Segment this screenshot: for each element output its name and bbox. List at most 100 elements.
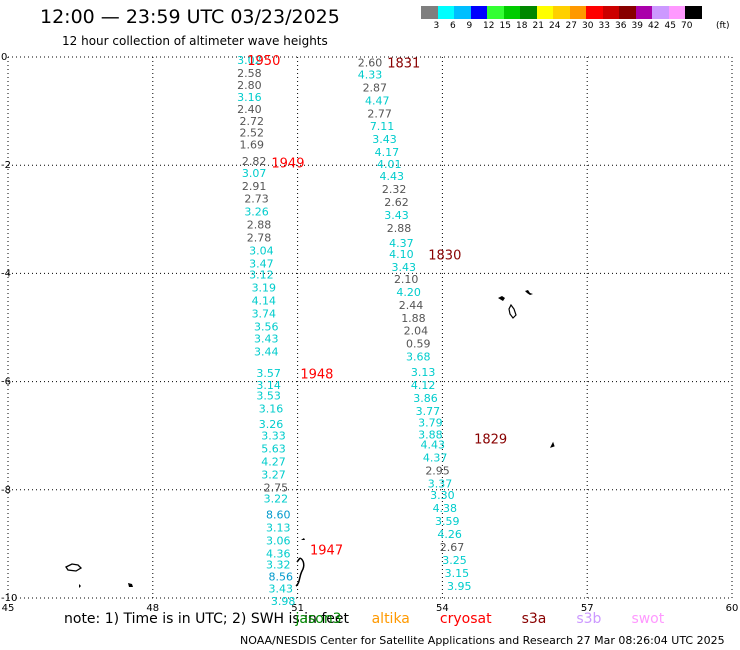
wave-height-reading: 4.01 bbox=[377, 158, 402, 171]
credit-line: NOAA/NESDIS Center for Satellite Applica… bbox=[240, 634, 725, 647]
lon-tick-label: 48 bbox=[146, 603, 159, 614]
pass-time-label: 1948 bbox=[300, 367, 333, 382]
wave-height-reading: 5.63 bbox=[261, 443, 286, 456]
island-shape bbox=[65, 563, 83, 572]
legend-label: 70 bbox=[681, 21, 693, 31]
wave-height-reading: 0.59 bbox=[406, 338, 431, 351]
wave-height-reading: 3.56 bbox=[254, 320, 279, 333]
wave-height-reading: 3.12 bbox=[249, 268, 274, 281]
wave-height-reading: 3.53 bbox=[256, 390, 281, 403]
wave-height-reading: 2.62 bbox=[384, 196, 409, 209]
island-shape bbox=[128, 583, 133, 587]
wave-height-reading: 3.32 bbox=[266, 558, 291, 571]
wave-height-reading: 3.44 bbox=[254, 345, 279, 358]
wave-height-reading: 8.60 bbox=[266, 509, 291, 522]
wave-height-reading: 2.67 bbox=[440, 541, 465, 554]
legend-label: 18 bbox=[516, 21, 528, 31]
wave-height-reading: 3.37 bbox=[428, 477, 453, 490]
pass-time-label: 1947 bbox=[310, 543, 343, 558]
wave-height-reading: 2.60 bbox=[358, 56, 383, 69]
wave-height-reading: 8.56 bbox=[268, 570, 293, 583]
wave-height-reading: 3.19 bbox=[252, 281, 277, 294]
legend-label: 36 bbox=[615, 21, 627, 31]
wave-height-reading: 3.25 bbox=[442, 554, 467, 567]
lon-tick-label: 60 bbox=[726, 603, 739, 614]
wave-height-reading: 2.04 bbox=[404, 325, 429, 338]
wave-height-reading: 3.33 bbox=[261, 430, 286, 443]
lat-tick-label: -4 bbox=[1, 268, 11, 279]
satellite-label-swot: swot bbox=[631, 611, 665, 627]
pass-time-label: 1950 bbox=[247, 54, 280, 69]
wave-height-reading: 3.88 bbox=[418, 429, 443, 442]
wave-height-reading: 2.75 bbox=[264, 482, 289, 495]
wave-height-reading: 2.32 bbox=[382, 183, 407, 196]
wave-height-reading: 2.80 bbox=[237, 79, 262, 92]
lon-tick-label: 51 bbox=[291, 603, 304, 614]
legend-swatch bbox=[619, 6, 636, 19]
wave-height-reading: 3.26 bbox=[244, 206, 269, 219]
legend-swatch bbox=[454, 6, 471, 19]
wave-height-reading: 4.26 bbox=[437, 528, 462, 541]
wave-height-reading: 4.14 bbox=[252, 294, 277, 307]
legend-swatch bbox=[569, 6, 586, 19]
legend-label: 27 bbox=[565, 21, 577, 31]
legend-swatch bbox=[503, 6, 520, 19]
legend-swatch bbox=[437, 6, 454, 19]
satellite-label-altika: altika bbox=[371, 611, 410, 627]
legend-label: 30 bbox=[582, 21, 594, 31]
page-title: 12:00 — 23:59 UTC 03/23/2025 bbox=[40, 6, 340, 28]
wave-height-reading: 3.16 bbox=[259, 403, 284, 416]
legend-swatch bbox=[668, 6, 685, 19]
wave-height-reading: 2.72 bbox=[239, 115, 264, 128]
legend-swatch bbox=[652, 6, 669, 19]
lat-tick-label: -10 bbox=[1, 593, 17, 604]
island-shape bbox=[550, 441, 555, 448]
wave-height-reading: 2.88 bbox=[387, 222, 412, 235]
wave-height-reading: 2.40 bbox=[237, 103, 262, 116]
lon-tick-label: 45 bbox=[2, 603, 15, 614]
wave-height-reading: 4.38 bbox=[433, 502, 458, 515]
satellite-label-cryosat: cryosat bbox=[439, 611, 492, 627]
lat-tick-label: -2 bbox=[1, 160, 11, 171]
lat-tick-label: -6 bbox=[1, 377, 11, 388]
legend-unit: (ft) bbox=[716, 21, 730, 31]
wave-height-reading: 2.44 bbox=[399, 299, 424, 312]
wave-height-reading: 4.43 bbox=[420, 438, 445, 451]
wave-height-reading: 3.86 bbox=[413, 392, 438, 405]
wave-height-reading: 3.27 bbox=[261, 469, 286, 482]
wave-height-reading: 3.04 bbox=[249, 245, 274, 258]
pass-time-label: 1831 bbox=[387, 56, 420, 71]
legend-swatch bbox=[487, 6, 504, 19]
wave-height-reading: 2.58 bbox=[237, 67, 262, 80]
satellite-label-jason3: jason3 bbox=[295, 611, 342, 627]
lat-tick-label: 0 bbox=[1, 52, 7, 63]
legend-swatch bbox=[685, 6, 702, 19]
lon-tick-label: 57 bbox=[581, 603, 594, 614]
legend-label: 39 bbox=[631, 21, 643, 31]
pass-time-label: 1829 bbox=[474, 432, 507, 447]
wave-height-reading: 1.69 bbox=[239, 139, 264, 152]
satellite-legend: jason3 altika cryosat s3a s3b swot bbox=[295, 611, 665, 627]
legend-label: 3 bbox=[433, 21, 440, 31]
wave-height-reading: 3.16 bbox=[237, 91, 262, 104]
wave-height-reading: 3.43 bbox=[392, 261, 417, 274]
wave-height-reading: 4.17 bbox=[375, 146, 400, 159]
wave-height-reading: 3.77 bbox=[416, 405, 441, 418]
wave-height-reading: 2.77 bbox=[367, 107, 392, 120]
legend-label: 15 bbox=[499, 21, 511, 31]
wave-height-reading: 3.68 bbox=[406, 351, 431, 364]
wave-height-reading: 3.15 bbox=[445, 567, 470, 580]
wave-height-reading: 4.10 bbox=[389, 248, 414, 261]
wave-height-reading: 2.91 bbox=[242, 180, 267, 193]
wave-height-reading: 2.52 bbox=[239, 127, 264, 140]
wave-height-reading: 7.11 bbox=[370, 120, 395, 133]
legend-label: 9 bbox=[466, 21, 473, 31]
legend-swatch bbox=[553, 6, 570, 19]
wave-height-reading: 3.79 bbox=[418, 417, 443, 430]
satellite-label-s3a: s3a bbox=[521, 611, 547, 627]
wave-height-reading: 4.37 bbox=[389, 237, 414, 250]
wave-height-reading: 3.13 bbox=[266, 522, 291, 535]
wave-height-reading: 3.43 bbox=[254, 332, 279, 345]
wave-height-reading: 3.59 bbox=[435, 515, 460, 528]
